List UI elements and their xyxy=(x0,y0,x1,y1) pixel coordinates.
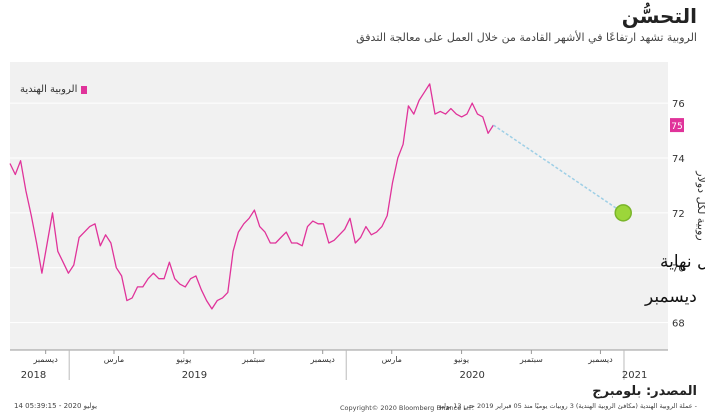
legend-swatch xyxy=(81,85,88,94)
target-marker xyxy=(614,204,632,222)
x-tick-label: يونيو xyxy=(453,355,469,364)
plot-area xyxy=(10,62,668,350)
annotation-line-2: ديسمبر xyxy=(644,287,697,307)
year-label: 2020 xyxy=(459,370,484,381)
year-label: 2021 xyxy=(622,370,647,381)
source-label: المصدر: بلومبرج xyxy=(592,384,697,399)
x-tick-label: مارس xyxy=(382,355,402,364)
last-value-label: 75 xyxy=(671,122,682,132)
y-tick-label: 70 xyxy=(672,264,685,275)
y-tick-label: 74 xyxy=(672,154,685,165)
annotation-line-1: 72 بحلول نهاية xyxy=(660,252,705,272)
legend-label: الروبية الهندية xyxy=(20,84,78,95)
x-tick-label: سبتمبر xyxy=(241,355,265,364)
y-axis-title: روبية لكل دولار xyxy=(695,170,705,240)
x-tick-label: ديسمبر xyxy=(309,355,335,364)
date-stamp: 14 يوليو 2020 - 05:39:15 xyxy=(14,402,98,410)
series-line xyxy=(9,83,494,310)
year-label: 2019 xyxy=(182,370,207,381)
chart-title: التحسُّن xyxy=(621,4,697,28)
last-value-badge xyxy=(670,118,684,133)
x-tick-label: ديسمبر xyxy=(587,355,613,364)
footnote: - عملة الروبية الهندية (مكافئ الروبية ال… xyxy=(438,402,697,410)
x-tick-label: مارس xyxy=(104,355,124,364)
chart-subtitle: الروبية تشهد ارتفاعًا في الأشهر القادمة … xyxy=(356,31,697,44)
x-tick-label: ديسمبر xyxy=(32,355,58,364)
x-tick-label: سبتمبر xyxy=(519,355,543,364)
legend: الروبية الهندية xyxy=(20,84,88,95)
y-tick-label: 72 xyxy=(672,209,685,220)
year-label: 2018 xyxy=(21,370,46,381)
x-tick-label: يونيو xyxy=(175,355,191,364)
forecast-line xyxy=(493,124,624,214)
copyright: Copyright© 2020 Bloomberg Finance L.P. xyxy=(340,404,474,412)
y-tick-label: 68 xyxy=(672,319,685,330)
y-tick-label: 76 xyxy=(672,99,685,110)
